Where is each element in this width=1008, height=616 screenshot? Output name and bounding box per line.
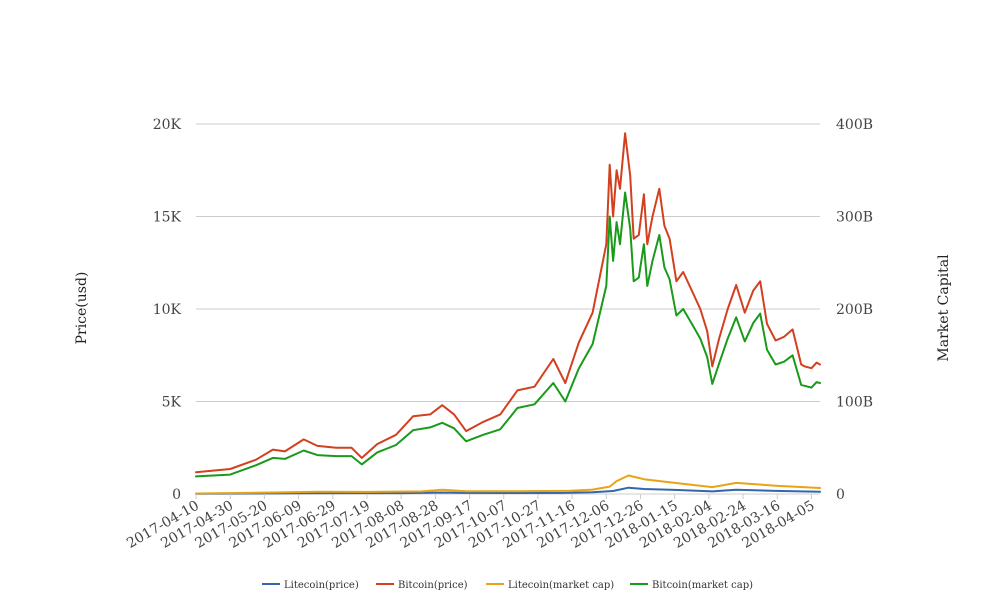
y-left-tick-label: 5K — [162, 395, 182, 411]
y-right-tick-label: 0 — [836, 487, 845, 503]
series-lines — [195, 132, 821, 495]
series-line-1 — [195, 486, 821, 495]
legend-label: Bitcoin(market cap) — [652, 580, 753, 591]
y-right-tick-label: 300B — [836, 210, 873, 226]
legend-label: Litecoin(price) — [284, 580, 359, 591]
y-left-tick-label: 15K — [153, 210, 182, 226]
y-left-tick-label: 10K — [153, 302, 182, 318]
y-right-tick-label: 100B — [836, 395, 873, 411]
x-axis: 2017-04-102017-04-302017-05-202017-06-09… — [124, 494, 817, 552]
legend: Litecoin(price) Bitcoin(price) Litecoin(ma… — [262, 580, 753, 591]
series-line-3 — [195, 474, 821, 495]
y-axis-left-title: Price(usd) — [74, 272, 90, 345]
gridlines — [196, 123, 820, 495]
series-line-4 — [195, 191, 821, 478]
y-right-tick-label: 200B — [836, 302, 873, 318]
y-axis-right-title: Market Capital — [936, 254, 952, 362]
y-axis-left: 0 5K 10K 15K 20K — [153, 117, 182, 503]
y-left-tick-label: 0 — [172, 487, 181, 503]
legend-label: Litecoin(market cap) — [508, 580, 614, 591]
y-axis-right: 0 100B 200B 300B 400B — [836, 117, 873, 503]
y-right-tick-label: 400B — [836, 117, 873, 133]
legend-label: Bitcoin(price) — [398, 580, 468, 591]
y-left-tick-label: 20K — [153, 117, 182, 133]
series-line-2 — [195, 132, 821, 474]
